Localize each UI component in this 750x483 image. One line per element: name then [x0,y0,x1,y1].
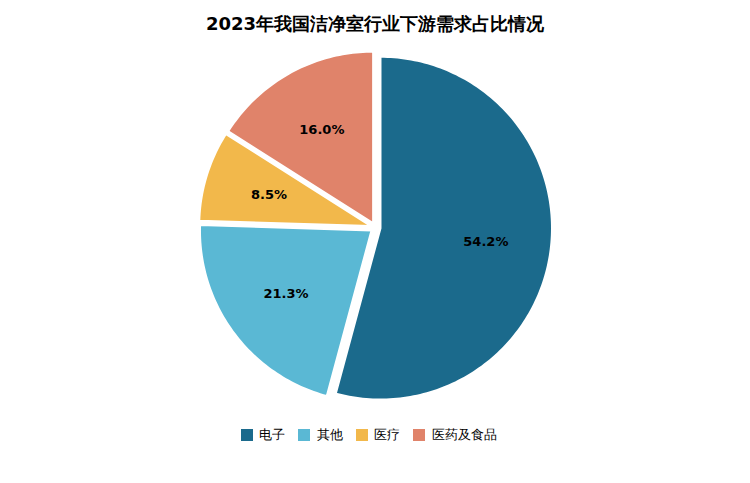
svg-text:16.0%: 16.0% [299,122,344,137]
html-text:其他: 其他 [316,426,343,442]
svg-text:8.5%: 8.5% [251,187,287,202]
html-text:电子: 电子 [259,426,285,442]
svg-text:54.2%: 54.2% [463,234,508,249]
html-text:2023年我国洁净室行业下游需求占比情况: 2023年我国洁净室行业下游需求占比情况 [205,13,544,34]
svg-text:21.3%: 21.3% [263,286,308,301]
html-text:医药及食品: 医药及食品 [431,426,497,442]
html-text:医疗: 医疗 [374,426,400,442]
